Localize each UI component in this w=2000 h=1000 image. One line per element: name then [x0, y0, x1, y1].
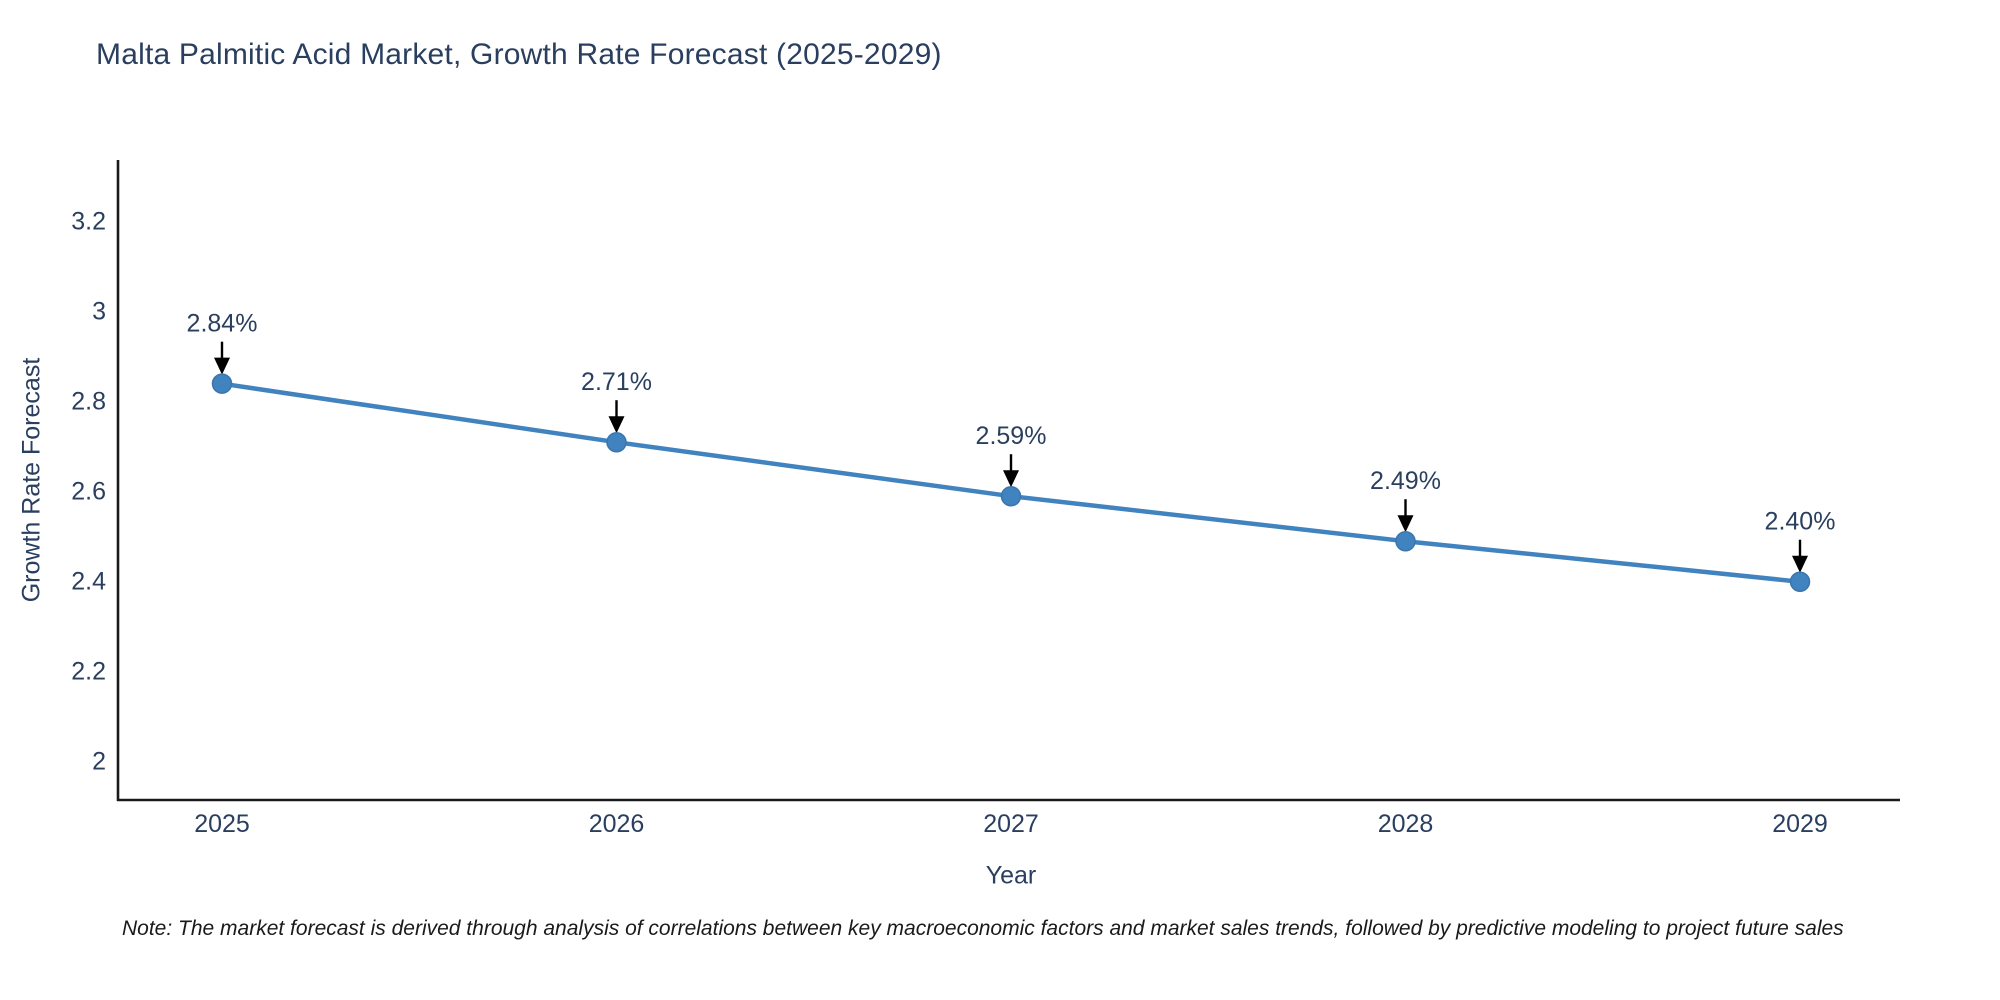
- y-axis-title: Growth Rate Forecast: [17, 357, 46, 603]
- x-tick-label-2028: 2028: [1378, 810, 1434, 838]
- annotation-arrow-head-2026: [608, 416, 625, 434]
- y-tick-label-3: 3: [92, 298, 106, 326]
- y-tick-label-2.8: 2.8: [71, 388, 106, 416]
- x-tick-label-2026: 2026: [589, 810, 645, 838]
- point-label-2025: 2.84%: [187, 310, 258, 338]
- footnote-text: Note: The market forecast is derived thr…: [122, 917, 1844, 940]
- point-label-2026: 2.71%: [581, 368, 652, 396]
- chart-title: Malta Palmitic Acid Market, Growth Rate …: [96, 38, 942, 71]
- y-tick-label-2.6: 2.6: [71, 478, 106, 506]
- point-label-2029: 2.40%: [1765, 508, 1836, 536]
- x-tick-label-2027: 2027: [983, 810, 1039, 838]
- y-tick-label-2.4: 2.4: [71, 568, 106, 596]
- x-axis-title: Year: [985, 861, 1037, 890]
- y-tick-label-3.2: 3.2: [71, 208, 106, 236]
- annotation-arrow-head-2029: [1792, 555, 1808, 573]
- x-tick-label-2029: 2029: [1772, 810, 1828, 838]
- y-tick-label-2.2: 2.2: [71, 658, 106, 686]
- data-point-2027[interactable]: [1000, 485, 1022, 507]
- annotation-arrow-head-2025: [214, 357, 230, 375]
- x-tick-label-2025: 2025: [194, 810, 250, 838]
- data-point-2029[interactable]: [1789, 571, 1811, 592]
- data-point-2026[interactable]: [606, 431, 627, 453]
- data-point-2028[interactable]: [1395, 530, 1416, 552]
- annotation-arrow-head-2028: [1397, 515, 1414, 533]
- annotation-arrow-head-2027: [1003, 470, 1019, 488]
- y-tick-label-2: 2: [92, 748, 106, 776]
- point-label-2027: 2.59%: [976, 422, 1047, 450]
- point-label-2028: 2.49%: [1370, 467, 1441, 495]
- data-point-2025[interactable]: [211, 373, 233, 394]
